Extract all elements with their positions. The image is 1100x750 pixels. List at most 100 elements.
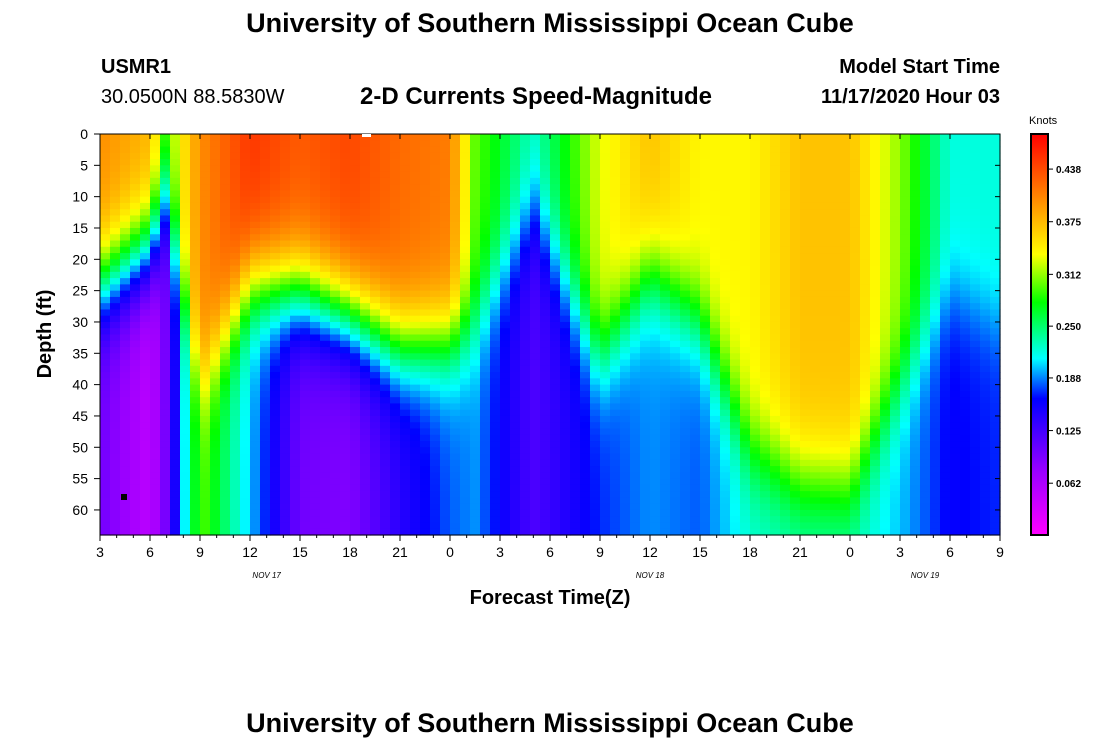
heatmap-cell [740,397,751,405]
heatmap-cell [370,403,381,411]
heatmap-cell [770,303,781,311]
heatmap-cell [590,528,601,536]
heatmap-cell [550,321,561,329]
heatmap-cell [840,478,851,486]
heatmap-cell [670,415,681,423]
heatmap-cell [210,353,221,361]
heatmap-cell [470,478,481,486]
heatmap-cell [370,453,381,461]
heatmap-cell [550,246,561,254]
heatmap-cell [300,353,311,361]
heatmap-cell [270,428,281,436]
heatmap-cell [390,259,401,267]
heatmap-cell [260,334,271,342]
heatmap-cell [150,171,161,179]
heatmap-cell [420,284,431,292]
heatmap-cell [720,472,731,480]
heatmap-cell [810,171,821,179]
heatmap-cell [600,227,611,235]
heatmap-cell [260,459,271,467]
heatmap-cell [510,491,521,499]
heatmap-cell [320,372,331,379]
heatmap-cell [860,253,871,260]
heatmap-cell [190,347,201,354]
heatmap-cell [320,271,331,279]
heatmap-cell [340,409,351,417]
heatmap-cell [280,240,291,248]
heatmap-cell [710,466,721,473]
heatmap-cell [830,441,841,448]
heatmap-cell [360,253,371,260]
heatmap-cell [750,303,761,311]
heatmap-cell [180,265,191,273]
heatmap-cell [800,278,811,285]
heatmap-cell [380,484,391,492]
heatmap-cell [850,284,861,292]
heatmap-cell [720,484,731,492]
heatmap-cell [530,459,541,467]
heatmap-cell [370,278,381,285]
heatmap-cell [580,447,591,455]
heatmap-cell [370,372,381,379]
heatmap-cell [510,177,521,185]
heatmap-cell [800,466,811,473]
heatmap-cell [640,409,651,417]
heatmap-cell [380,196,391,204]
heatmap-cell [420,209,431,217]
heatmap-cell [180,372,191,379]
heatmap-cell [440,271,451,279]
heatmap-cell [110,209,121,217]
heatmap-cell [380,472,391,480]
heatmap-cell [290,140,301,148]
heatmap-cell [180,390,191,398]
heatmap-cell [730,497,741,505]
heatmap-cell [510,171,521,179]
heatmap-cell [310,390,321,398]
heatmap-cell [370,234,381,242]
heatmap-cell [490,434,501,442]
heatmap-cell [720,246,731,254]
heatmap-cell [160,215,171,223]
heatmap-cell [570,296,581,304]
heatmap-cell [860,484,871,492]
heatmap-cell [280,196,291,204]
heatmap-cell [740,296,751,304]
heatmap-cell [560,152,571,160]
heatmap-cell [410,271,421,279]
heatmap-cell [740,415,751,423]
heatmap-cell [380,422,391,430]
heatmap-cell [480,478,491,486]
heatmap-cell [330,384,341,392]
heatmap-cell [780,296,791,304]
heatmap-cell [560,271,571,279]
heatmap-cell [810,265,821,273]
heatmap-cell [540,234,551,242]
heatmap-cell [790,359,801,367]
heatmap-cell [230,146,241,154]
heatmap-cell [150,278,161,285]
heatmap-cell [570,259,581,267]
heatmap-cell [150,384,161,392]
heatmap-cell [870,491,881,499]
heatmap-cell [750,221,761,229]
heatmap-cell [650,359,661,367]
heatmap-cell [120,234,131,242]
heatmap-cell [570,497,581,505]
heatmap-cell [620,359,631,367]
heatmap-cell [400,334,411,342]
heatmap-cell [260,202,271,210]
heatmap-cell [690,177,701,185]
heatmap-cell [850,221,861,229]
heatmap-cell [230,215,241,223]
heatmap-cell [410,296,421,304]
heatmap-cell [750,434,761,442]
heatmap-cell [220,134,231,141]
heatmap-cell [350,296,361,304]
heatmap-cell [170,453,181,461]
heatmap-cell [210,378,221,386]
heatmap-cell [620,278,631,285]
heatmap-cell [840,434,851,442]
heatmap-cell [200,409,211,417]
heatmap-cell [200,484,211,492]
heatmap-cell [570,390,581,398]
